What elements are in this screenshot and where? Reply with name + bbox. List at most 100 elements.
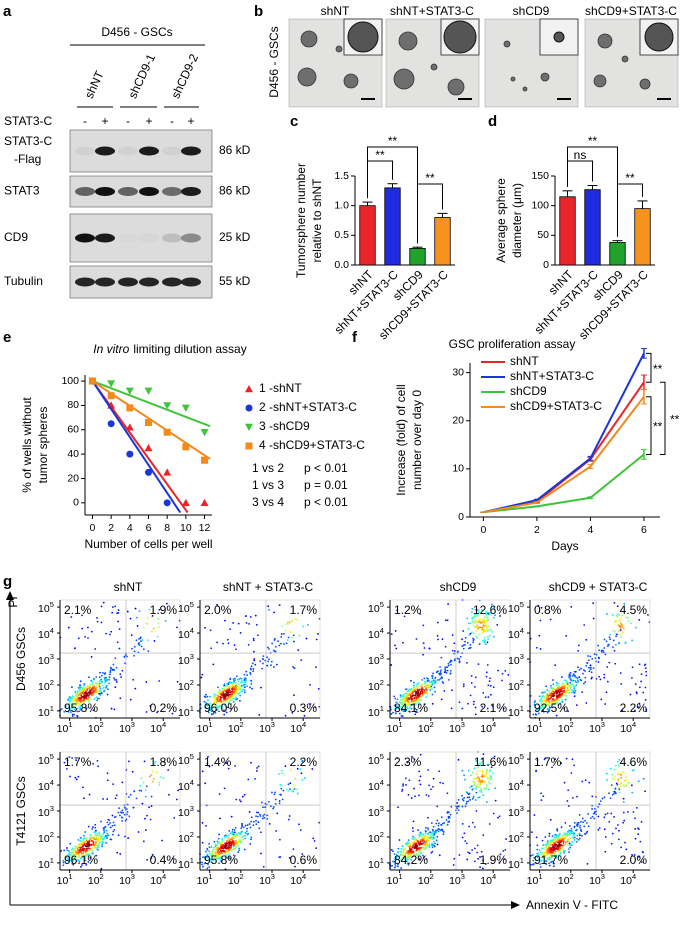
event-dot — [208, 842, 210, 845]
event-dot — [299, 829, 302, 831]
tick-exponent: 2 — [570, 720, 574, 729]
event-dot — [89, 698, 92, 700]
event-dot — [423, 647, 426, 649]
event-dot — [644, 686, 647, 689]
event-dot — [103, 836, 106, 838]
event-dot — [94, 841, 97, 844]
event-dot — [254, 614, 257, 617]
event-dot — [475, 635, 477, 638]
event-dot — [236, 834, 239, 837]
event-dot — [474, 799, 477, 801]
event-dot — [71, 862, 74, 865]
event-dot — [549, 697, 552, 700]
event-dot — [234, 839, 237, 842]
event-dot — [428, 784, 430, 787]
event-dot — [591, 808, 593, 810]
event-dot — [574, 681, 577, 684]
event-dot — [588, 670, 591, 673]
event-dot — [92, 843, 95, 846]
event-dot — [577, 679, 579, 682]
event-dot — [462, 647, 465, 650]
blot-band — [118, 146, 138, 156]
event-dot — [547, 844, 550, 847]
sphere — [522, 86, 528, 92]
tick-base: 10 — [368, 707, 380, 719]
event-dot — [309, 683, 311, 686]
event-dot — [250, 836, 253, 839]
event-dot — [207, 699, 209, 702]
event-dot — [82, 834, 85, 837]
event-dot — [223, 688, 226, 690]
y-tick-label: 80 — [67, 399, 79, 411]
event-dot — [96, 617, 98, 619]
event-dot — [598, 656, 601, 659]
tick-base: 10 — [38, 655, 50, 667]
event-dot — [132, 806, 135, 809]
treatment-sign: + — [145, 114, 152, 128]
event-dot — [574, 679, 577, 682]
event-dot — [547, 696, 550, 699]
event-dot — [96, 699, 99, 702]
event-dot — [619, 627, 622, 629]
event-dot — [568, 676, 571, 679]
y-tick-label: 105 — [178, 600, 194, 615]
event-dot — [470, 675, 473, 677]
y-tick-label: 105 — [38, 600, 54, 615]
event-dot — [604, 850, 607, 853]
event-dot — [67, 710, 70, 713]
event-dot — [284, 765, 287, 768]
event-dot — [624, 841, 626, 844]
event-dot — [597, 644, 600, 647]
event-dot — [540, 799, 543, 801]
tick-base: 10 — [290, 723, 302, 735]
event-dot — [212, 848, 215, 851]
event-dot — [224, 619, 226, 622]
event-dot — [227, 681, 230, 684]
event-dot — [133, 650, 136, 653]
tick-exponent: 3 — [131, 872, 135, 881]
y-tick-label: 103 — [38, 652, 54, 667]
event-dot — [262, 658, 264, 660]
event-dot — [563, 781, 566, 784]
point — [200, 429, 209, 437]
legend-label: shNT+STAT3-C — [510, 369, 594, 383]
event-dot — [71, 700, 74, 703]
event-dot — [473, 700, 475, 703]
event-dot — [70, 616, 73, 618]
event-dot — [534, 700, 537, 703]
event-dot — [292, 848, 295, 851]
event-dot — [131, 770, 134, 773]
event-dot — [142, 626, 145, 629]
event-dot — [434, 680, 437, 683]
tick-exponent: 3 — [271, 872, 275, 881]
x-tick-label: 101 — [387, 720, 403, 735]
event-dot — [210, 710, 213, 713]
tick-base: 10 — [119, 723, 131, 735]
y-tick-label: 103 — [178, 652, 194, 667]
event-dot — [430, 838, 433, 840]
event-dot — [540, 704, 543, 707]
event-dot — [85, 837, 88, 840]
event-dot — [600, 650, 603, 653]
event-dot — [101, 845, 104, 848]
quadrant-percent: 1.8% — [150, 755, 178, 769]
event-dot — [603, 673, 606, 676]
point — [201, 456, 209, 464]
event-dot — [91, 684, 94, 687]
series-line — [483, 352, 645, 514]
tick-base: 10 — [178, 755, 190, 767]
event-dot — [618, 791, 621, 794]
sphere — [593, 74, 607, 88]
event-dot — [576, 828, 578, 831]
event-dot — [575, 824, 578, 826]
event-dot — [103, 689, 106, 692]
event-dot — [603, 676, 606, 679]
event-dot — [94, 688, 96, 691]
event-dot — [573, 691, 575, 694]
event-dot — [84, 831, 87, 833]
quadrant-percent: 1.9% — [150, 603, 178, 617]
event-dot — [477, 783, 479, 786]
event-dot — [621, 709, 624, 712]
event-dot — [77, 775, 80, 778]
event-dot — [411, 850, 414, 853]
